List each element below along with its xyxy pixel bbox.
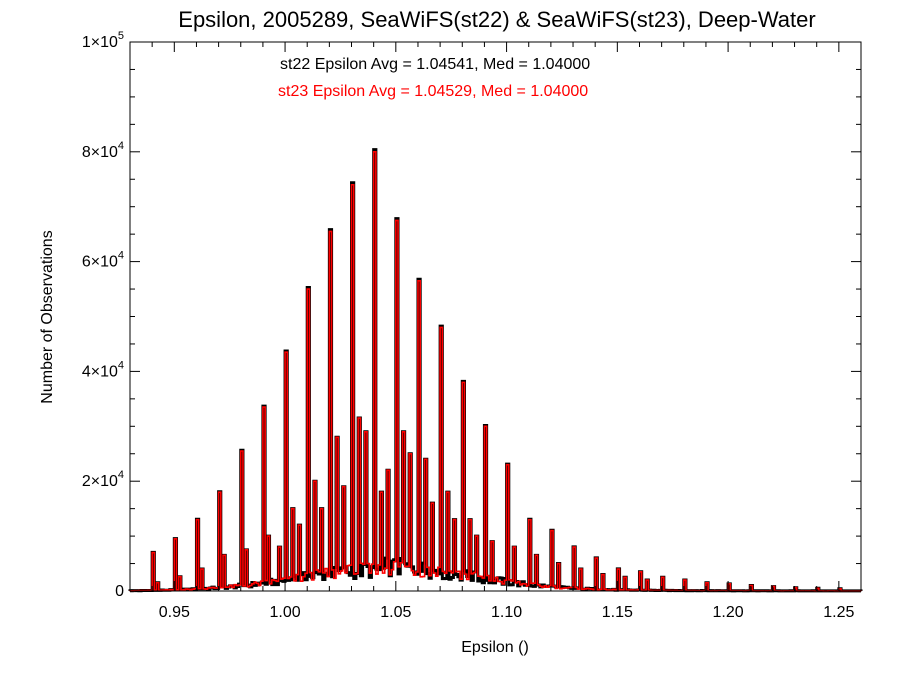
x-tick-label: 1.00: [269, 604, 300, 621]
x-tick-label: 1.10: [491, 604, 522, 621]
x-tick-label: 1.25: [823, 604, 854, 621]
st23-stats-annotation: st23 Epsilon Avg = 1.04529, Med = 1.0400…: [278, 83, 588, 100]
axis-ticks: 0.95 1.00 1.05 1.10 1.15 1.20 1.25 0 2×104 4×104 6…: [82, 30, 862, 621]
chart-title: Epsilon, 2005289, SeaWiFS(st22) & SeaWiF…: [178, 7, 815, 32]
x-tick-label: 1.05: [380, 604, 411, 621]
st22-stats-annotation: st22 Epsilon Avg = 1.04541, Med = 1.0400…: [280, 56, 590, 73]
y-axis-label: Number of Observations: [39, 230, 56, 403]
y-tick-label: 6×104: [82, 250, 124, 271]
y-tick-label: 1×105: [82, 30, 124, 51]
x-tick-label: 1.20: [713, 604, 744, 621]
y-tick-label: 2×104: [82, 469, 124, 490]
y-tick-label: 0: [115, 583, 124, 600]
y-tick-label: 8×104: [82, 140, 124, 161]
x-axis-label: Epsilon (): [461, 639, 529, 656]
y-tick-label: 4×104: [82, 359, 124, 380]
x-tick-label: 1.15: [602, 604, 633, 621]
x-tick-label: 0.95: [159, 604, 190, 621]
